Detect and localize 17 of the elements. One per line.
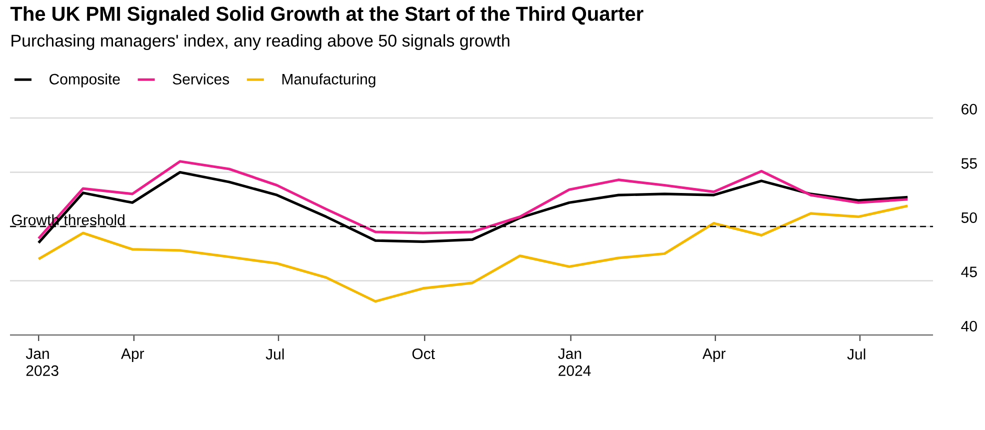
x-tick-label: Apr — [121, 348, 144, 362]
y-tick-label: 50 — [961, 212, 977, 223]
y-tick-label: 40 — [961, 320, 977, 332]
legend-label: Manufacturing — [282, 73, 376, 88]
y-tick-label: 55 — [961, 158, 977, 169]
x-tick-label: Jul — [266, 348, 284, 360]
chart-subtitle: Purchasing managers' index, any reading above 50 signals growth — [12, 34, 510, 50]
y-tick-label: 60 — [962, 104, 977, 114]
x-tick-label: Apr — [702, 348, 726, 362]
x-tick-label: Jan 2024 — [558, 348, 591, 376]
x-tick-label: Jan 2023 — [26, 348, 58, 376]
y-tick-label: 45 — [961, 266, 977, 278]
legend-label: Composite — [50, 73, 120, 88]
x-tick-label: Jul — [847, 348, 866, 360]
legend-label: Services — [172, 73, 230, 84]
chart-title: The UK PMI Signaled Solid Growth at the Start of the Third Quarter — [10, 6, 644, 25]
x-tick-label: Oct — [412, 348, 435, 360]
